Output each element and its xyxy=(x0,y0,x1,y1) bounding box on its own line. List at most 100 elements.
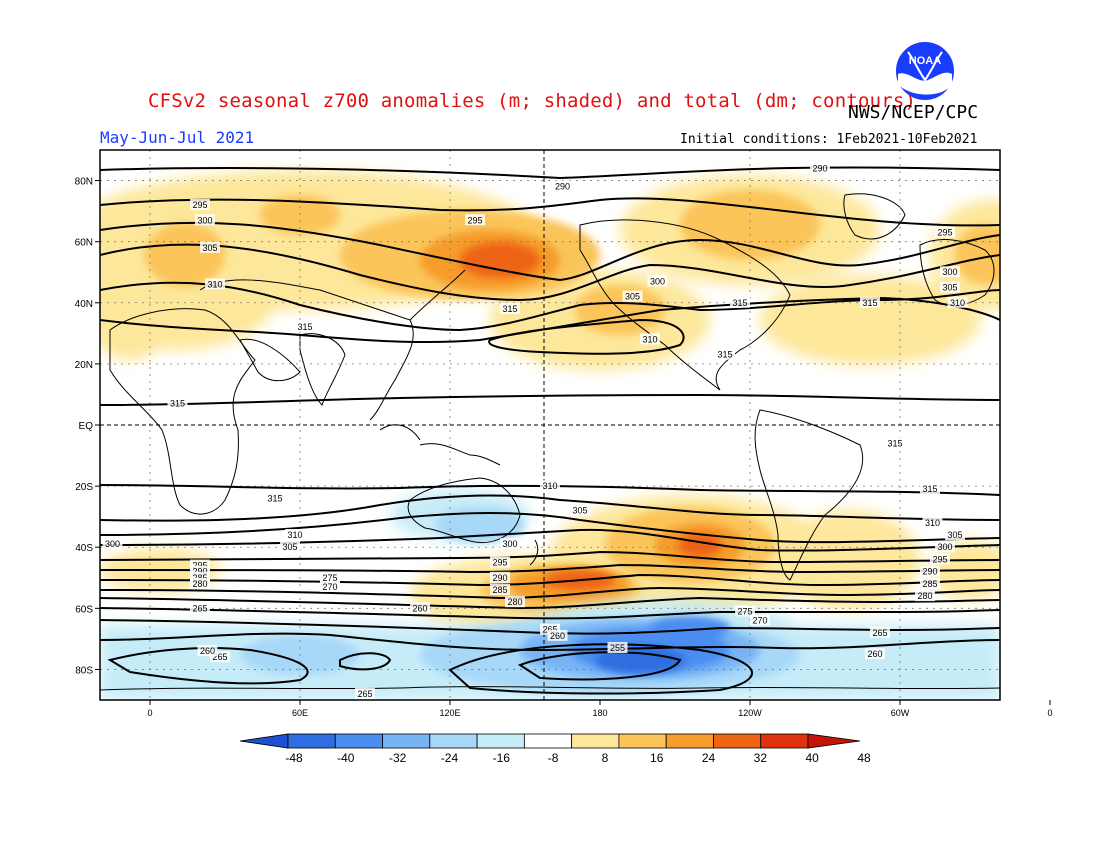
shade-pos-32 xyxy=(460,242,540,278)
contour-label: 310 xyxy=(207,279,222,289)
contour-label: 265 xyxy=(192,603,207,613)
contour-label-bg xyxy=(920,565,940,577)
contour-label-bg xyxy=(195,214,215,226)
coast-africa xyxy=(109,308,256,515)
contour-280-s xyxy=(100,586,1000,600)
initial-conditions: Initial conditions: 1Feb2021-10Feb2021 xyxy=(680,132,978,147)
contour-label-bg xyxy=(920,483,940,495)
contour-label-bg xyxy=(320,571,340,583)
contour-label-bg xyxy=(922,516,943,528)
contour-label: 260 xyxy=(550,631,565,641)
contour-label: 315 xyxy=(732,298,747,308)
contour-label-bg xyxy=(190,199,210,210)
contour-label: 310 xyxy=(287,530,302,540)
contour-label: 295 xyxy=(932,554,947,564)
contour-label: 260 xyxy=(412,603,427,613)
contour-label: 305 xyxy=(282,542,297,552)
contour-label: 295 xyxy=(192,561,207,571)
lon-tick-label: 0 xyxy=(1047,708,1052,718)
contour-label: 305 xyxy=(572,506,587,516)
contour-label-bg xyxy=(490,584,510,595)
contour-label: 300 xyxy=(937,542,952,552)
coast-seasia xyxy=(379,424,501,466)
contour-label-bg xyxy=(190,571,210,583)
contour-label: 290 xyxy=(922,567,937,577)
lat-tick-label: EQ xyxy=(79,421,94,432)
colorbar-segment xyxy=(760,733,809,749)
contour-label-bg xyxy=(285,529,305,540)
contour-label: 280 xyxy=(192,579,207,589)
contour-300-n xyxy=(100,221,1000,282)
contour-label-bg xyxy=(947,296,968,308)
coast-arabia xyxy=(239,338,301,382)
contour-label: 295 xyxy=(192,200,207,210)
colorbar-segment xyxy=(429,733,478,749)
contour-label: 315 xyxy=(170,399,185,409)
lat-tick-label: 20N xyxy=(75,360,93,371)
contour-label-bg xyxy=(547,629,568,641)
contour-label-bg xyxy=(500,302,520,314)
colorbar-arrow-left xyxy=(239,733,289,749)
contour-label-bg xyxy=(940,266,960,278)
contour-label-bg xyxy=(647,275,668,287)
contour-265-ring xyxy=(107,647,309,685)
contour-label: 305 xyxy=(942,283,957,293)
contour-label: 300 xyxy=(942,267,957,277)
contour-label: 260 xyxy=(867,649,882,659)
colorbar-label: 48 xyxy=(857,751,871,765)
lon-axis: 0 60E 120E 180 120W 60W 0 xyxy=(147,700,1053,718)
contour-315-trop xyxy=(100,393,1000,406)
contour-260-ring2 xyxy=(448,643,753,695)
lat-tick-label: 80S xyxy=(75,665,93,676)
contour-label-bg xyxy=(730,296,750,308)
colorbar-arrow-right xyxy=(807,733,861,749)
colorbar-label: -40 xyxy=(337,751,355,765)
lat-tick-label: 60N xyxy=(75,238,93,249)
contour-label: 265 xyxy=(357,689,372,699)
colorbar-segment xyxy=(713,733,762,749)
lon-tick-label: 0 xyxy=(147,708,152,718)
contour-label-bg xyxy=(505,596,525,608)
colorbar-label: 16 xyxy=(650,751,664,765)
colorbar-segment xyxy=(287,733,336,749)
colorbar-segment xyxy=(571,733,620,749)
contour-label-bg xyxy=(540,480,560,492)
lat-tick-label: 60S xyxy=(75,604,93,615)
contour-label-bg xyxy=(552,180,573,192)
contour-label-bg xyxy=(320,580,340,592)
coastlines xyxy=(100,193,1000,691)
contour-label-bg xyxy=(465,214,485,226)
coast-namerica xyxy=(579,219,791,391)
shade-neg-32 xyxy=(650,616,730,640)
contour-label: 285 xyxy=(492,585,507,595)
contour-label-bg xyxy=(295,321,315,333)
contour-label-bg xyxy=(167,397,188,409)
contour-label-bg xyxy=(940,281,960,293)
contour-label: 295 xyxy=(492,558,507,568)
contour-label-bg xyxy=(355,687,375,699)
contour-label: 295 xyxy=(937,228,952,238)
contour-label: 305 xyxy=(947,530,962,540)
contour-label-bg xyxy=(280,541,300,553)
contour-label: 310 xyxy=(925,518,940,528)
colorbar-segment xyxy=(665,733,714,749)
contour-label-bg xyxy=(885,437,905,449)
shade-pos-32 xyxy=(678,533,722,557)
lat-tick-label: 40N xyxy=(75,299,93,310)
contour-label-bg xyxy=(935,541,955,553)
noaa-logo: NOAA xyxy=(894,40,956,102)
contour-label-bg xyxy=(190,559,210,571)
lat-tick-label: 80N xyxy=(75,177,93,188)
contour-label: 290 xyxy=(555,182,570,192)
colorbar-segment xyxy=(523,733,573,749)
contour-260-s xyxy=(100,632,1000,652)
contour-label: 280 xyxy=(507,597,522,607)
contour-label-bg xyxy=(735,605,755,617)
contour-label: 300 xyxy=(197,215,212,225)
contour-label: 300 xyxy=(105,539,120,549)
contour-label-bg xyxy=(190,565,210,577)
contour-290-s xyxy=(100,563,1000,574)
contour-label-bg xyxy=(622,290,643,302)
coast-samerica xyxy=(754,409,864,581)
